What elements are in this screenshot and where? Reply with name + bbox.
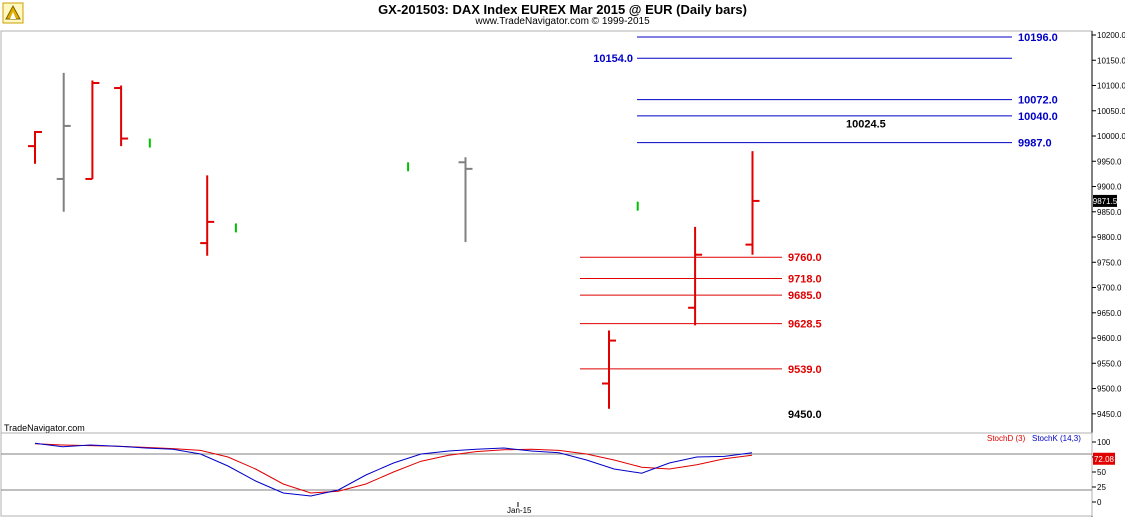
ind-y-tick-label: 50 — [1097, 468, 1106, 477]
stochk-legend: StochK (14,3) — [1032, 434, 1081, 443]
y-tick-label: 9950.0 — [1097, 157, 1122, 166]
ind-y-tick-label: 25 — [1097, 483, 1106, 492]
level-label-9539.0: 9539.0 — [788, 364, 822, 376]
level-label-9718.0: 9718.0 — [788, 273, 822, 285]
y-tick-label: 9750.0 — [1097, 258, 1122, 267]
level-label-10072.0: 10072.0 — [1018, 95, 1058, 107]
level-label-10040.0: 10040.0 — [1018, 111, 1058, 123]
y-tick-label: 10200.0 — [1097, 31, 1125, 40]
y-tick-label: 9650.0 — [1097, 309, 1122, 318]
y-tick-label: 10150.0 — [1097, 56, 1125, 65]
level-label-9685.0: 9685.0 — [788, 290, 822, 302]
level-label-10024.5: 10024.5 — [846, 119, 886, 131]
y-tick-label: 9450.0 — [1097, 410, 1122, 419]
indicator-panel-frame — [0, 432, 1093, 517]
level-label-9760.0: 9760.0 — [788, 252, 822, 264]
price-panel-frame — [0, 30, 1093, 434]
last-price-label: 9871.5 — [1093, 197, 1118, 206]
chart-subtitle: www.TradeNavigator.com © 1999-2015 — [475, 16, 650, 27]
y-tick-label: 9850.0 — [1097, 208, 1122, 217]
chart-title: GX-201503: DAX Index EUREX Mar 2015 @ EU… — [378, 2, 747, 17]
y-tick-label: 10100.0 — [1097, 82, 1125, 91]
stochk-line — [34, 442, 753, 497]
tradenavigator-logo-icon — [2, 2, 24, 29]
y-tick-label: 9900.0 — [1097, 183, 1122, 192]
level-label-10154.0: 10154.0 — [593, 53, 633, 65]
stochd-legend: StochD (3) — [987, 434, 1026, 443]
x-axis-label-jan15: Jan-15 — [507, 506, 532, 515]
level-label-9987.0: 9987.0 — [1018, 138, 1052, 150]
level-label-9628.5: 9628.5 — [788, 319, 822, 331]
y-tick-label: 10000.0 — [1097, 132, 1125, 141]
y-tick-label: 9550.0 — [1097, 359, 1122, 368]
level-label-9450.0: 9450.0 — [788, 409, 822, 421]
watermark: TradeNavigator.com — [4, 423, 85, 433]
y-tick-label: 9700.0 — [1097, 284, 1122, 293]
y-tick-label: 9800.0 — [1097, 233, 1122, 242]
y-tick-label: 9500.0 — [1097, 385, 1122, 394]
ind-y-tick-label: 100 — [1097, 438, 1111, 447]
stochd-line — [34, 443, 753, 494]
stoch-last-box — [1093, 452, 1115, 465]
y-tick-label: 9600.0 — [1097, 334, 1122, 343]
y-tick-label: 10050.0 — [1097, 107, 1125, 116]
last-price-box — [1093, 194, 1117, 207]
stoch-last-label: 72.08 — [1094, 455, 1115, 464]
level-label-10196.0: 10196.0 — [1018, 32, 1058, 44]
ind-y-tick-label: 0 — [1097, 498, 1102, 507]
